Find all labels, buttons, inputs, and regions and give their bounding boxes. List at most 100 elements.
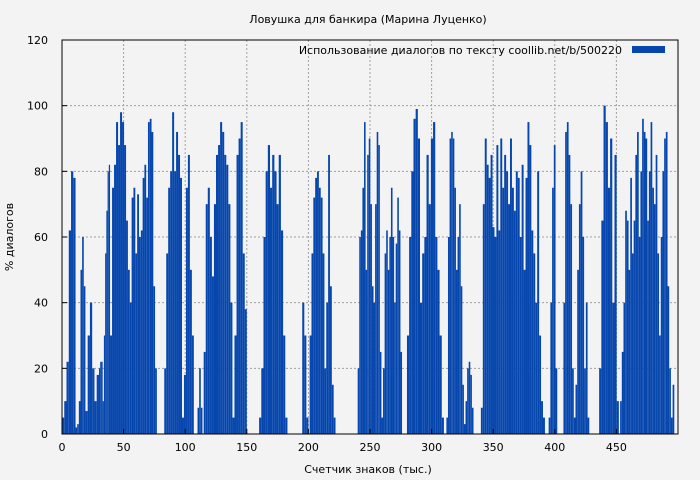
bar [230,302,233,434]
bar [135,253,138,434]
bar [220,122,223,434]
bar [100,361,102,434]
bar [280,230,284,434]
bar [471,407,474,434]
bar [511,187,514,434]
bar [131,197,134,434]
y-axis-label: % диалогов [3,203,16,271]
bar [326,302,329,434]
bar [146,197,148,434]
bar [124,145,127,435]
bar [98,368,101,434]
bar [552,187,554,434]
bar [234,335,237,434]
bar [510,138,512,434]
bar [174,171,177,435]
bar [437,269,440,434]
bar [103,335,106,434]
bar [529,145,532,435]
legend-swatch [632,46,665,53]
bar [392,237,395,434]
legend: Использование диалогов по тексту coollib… [299,44,665,57]
bar [199,368,201,434]
bar [623,302,626,434]
ticks: 0 20 40 60 80 100 120 0 50 100 150 200 250 300 350 400 4… [27,34,627,454]
bar [142,177,145,434]
bar [672,384,675,434]
bar [127,269,130,434]
bar [209,237,212,434]
y-tick-label: 80 [34,165,48,178]
bar [333,417,336,434]
bar [172,112,175,434]
bar [585,302,588,434]
x-tick-label: 350 [483,441,504,454]
bar [573,417,576,434]
bar [424,237,427,434]
bar [155,368,157,434]
bar [197,407,200,434]
bar [164,368,167,434]
bar [153,286,156,434]
bar [525,177,528,434]
bar [395,243,398,434]
bar [216,154,219,434]
bar [92,368,95,434]
bar [631,253,634,434]
bar [406,335,410,434]
bar [660,237,663,434]
bar [465,401,468,434]
bar [322,253,325,434]
bar [267,145,271,435]
x-tick-label: 50 [117,441,131,454]
bar [621,351,624,434]
bar [519,237,522,434]
bar [578,204,581,434]
bar [311,253,314,434]
bar [637,131,639,434]
bar [439,335,442,434]
bar [180,177,182,434]
bar [365,269,368,434]
bar [467,368,469,434]
bar [386,230,388,434]
chart-title: Ловушка для банкира (Марина Луценко) [249,13,486,26]
bar [435,237,438,434]
bar [68,230,72,434]
bar [71,171,74,435]
bar [272,154,275,434]
bar [285,417,288,434]
bar [205,204,208,434]
bar [379,351,382,434]
bar [638,237,641,434]
bar [211,276,214,434]
bar [463,424,466,434]
bar [655,154,658,434]
bar [548,417,551,434]
bar [446,417,448,434]
x-axis-label: Счетчик знаков (тыс.) [304,463,432,476]
bar [430,138,434,434]
bar [207,187,210,434]
x-tick-label: 300 [421,441,442,454]
bar [96,374,99,434]
bar [415,108,418,434]
bar [313,197,316,434]
bar [504,154,507,434]
bar [515,171,518,435]
bar [451,131,453,434]
bar [640,171,643,435]
bar [106,210,108,434]
bar [126,220,128,434]
bar [488,177,491,434]
x-tick-label: 250 [360,441,381,454]
bar [140,230,143,434]
bar [394,302,396,434]
bar [531,230,534,434]
bar [73,177,76,434]
bar [149,118,152,435]
bar [645,138,648,434]
y-tick-label: 20 [34,362,48,375]
bar [283,335,286,434]
bar [535,302,538,434]
